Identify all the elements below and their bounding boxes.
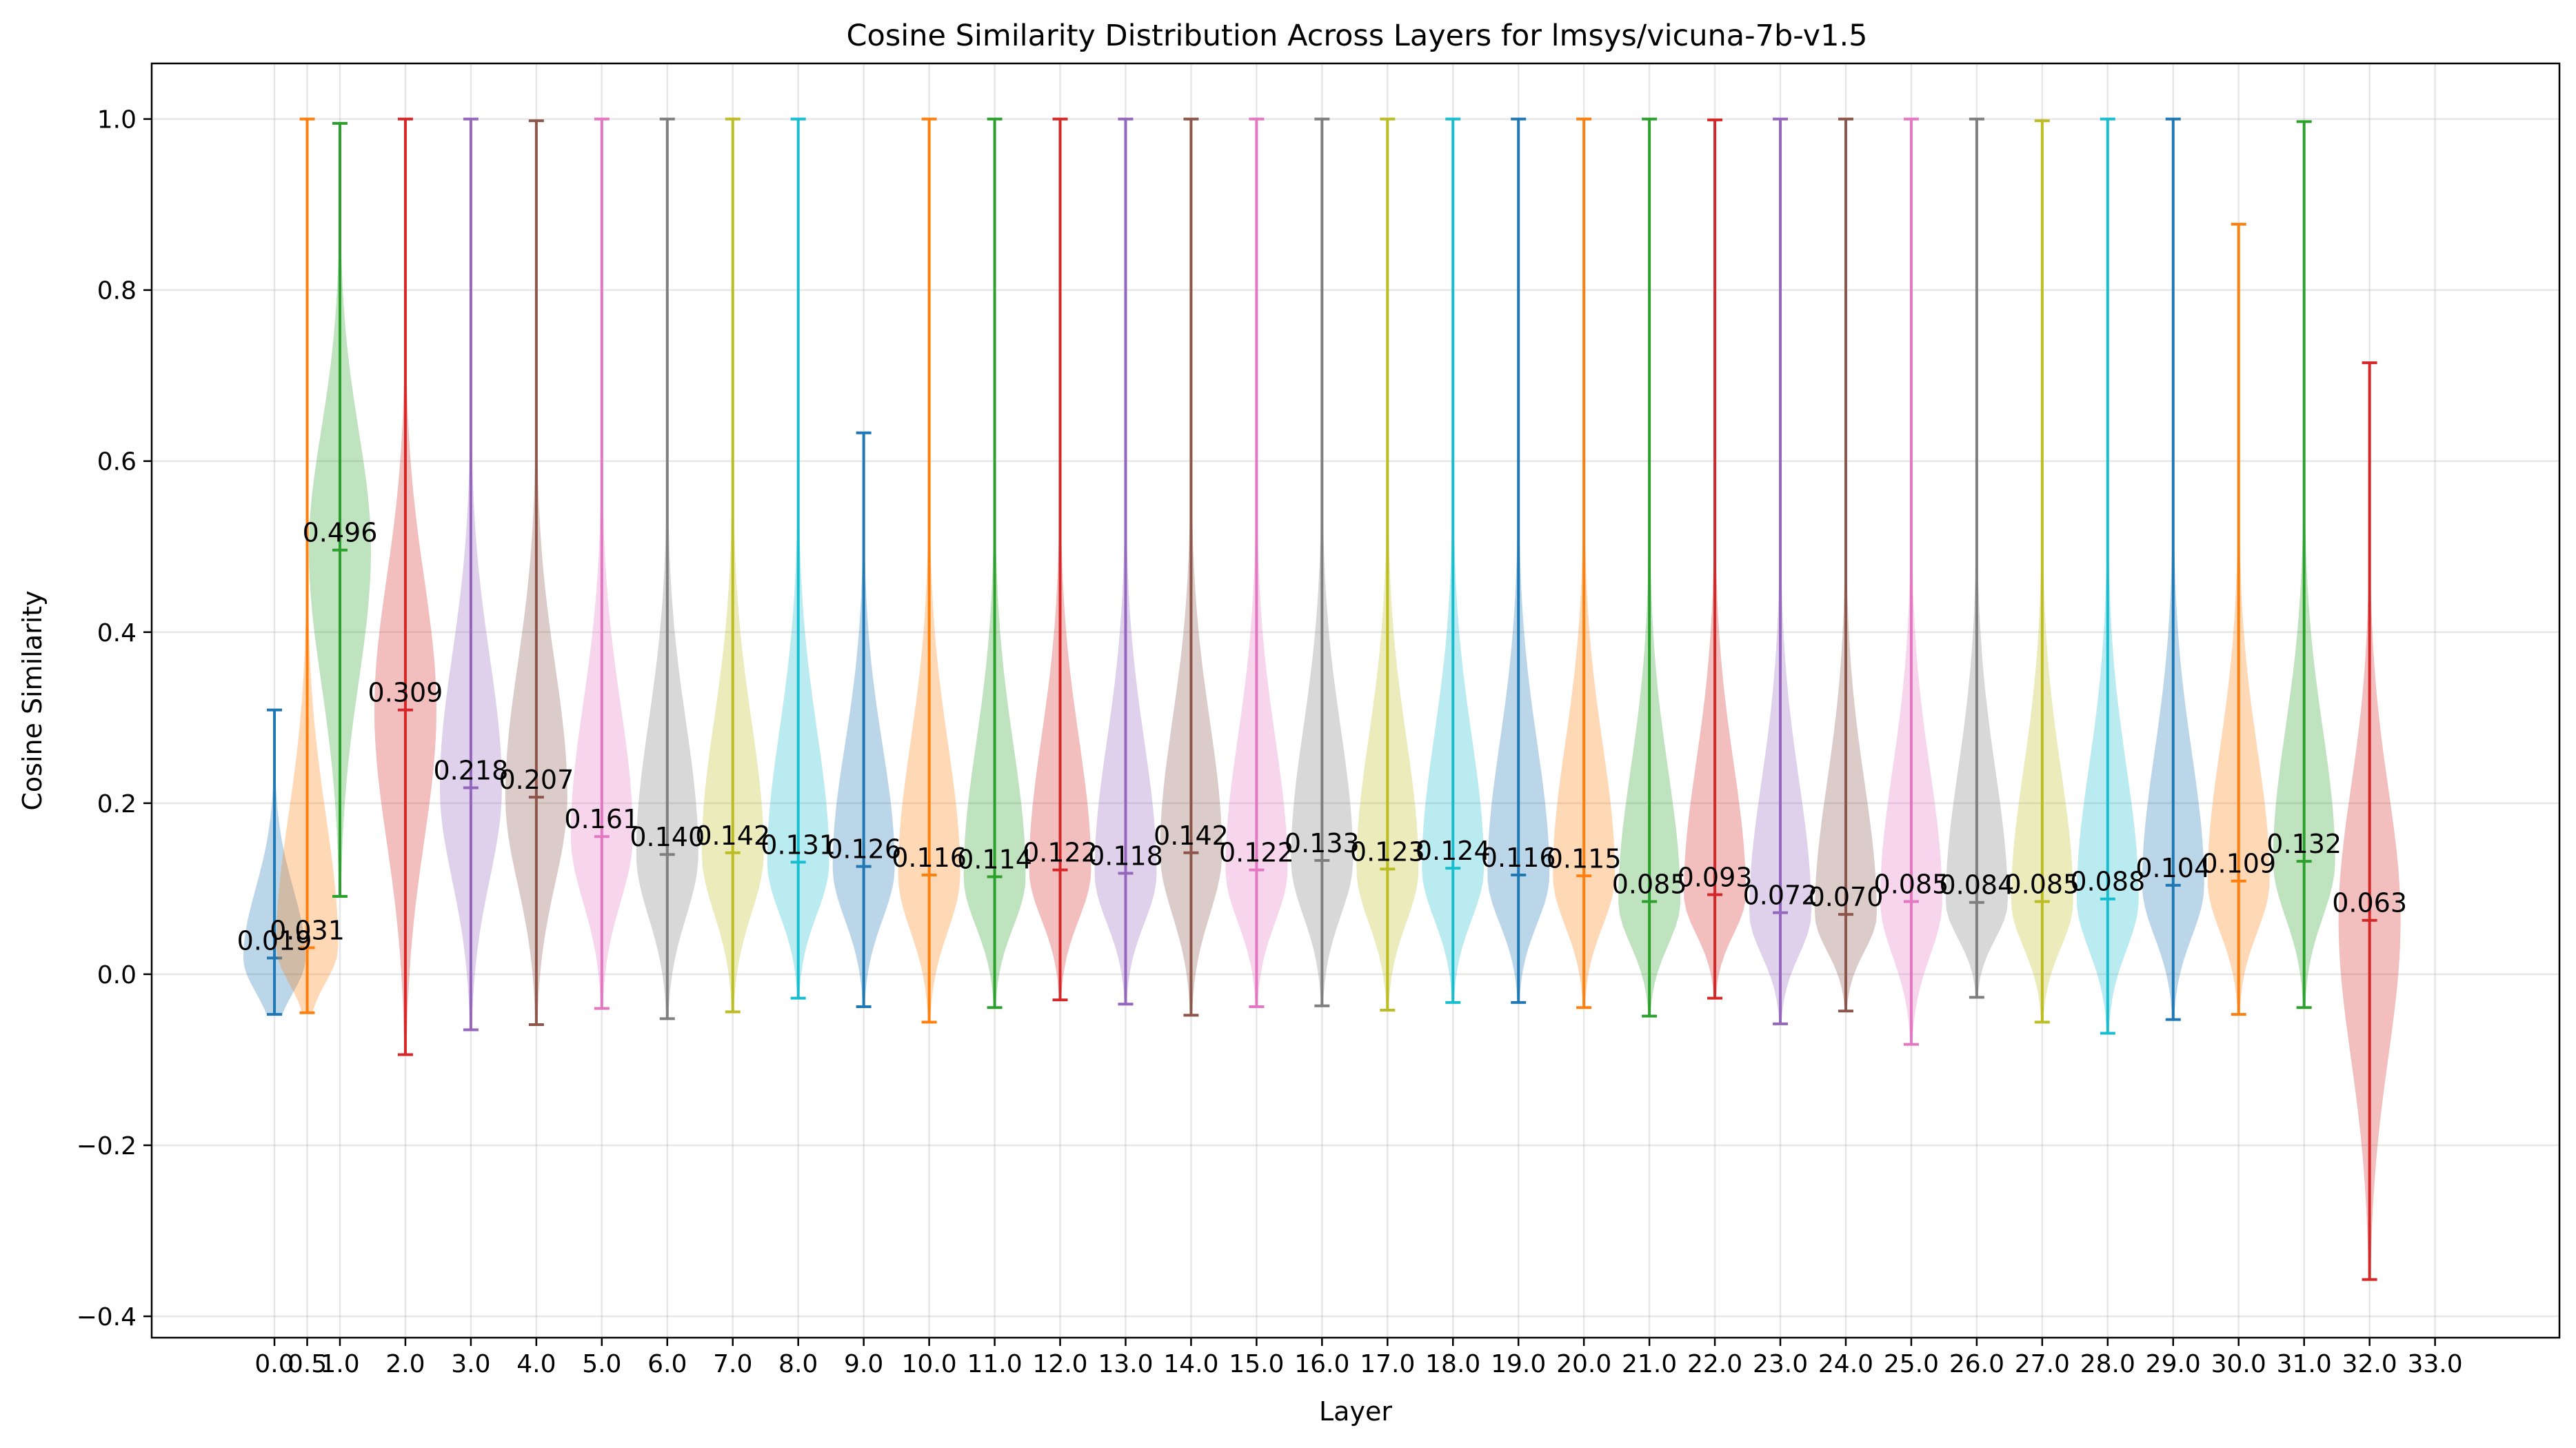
mean-value-label: 0.123: [1350, 836, 1425, 867]
x-tick-label: 17.0: [1360, 1350, 1415, 1378]
mean-value-label: 0.309: [368, 678, 443, 708]
mean-value-label: 0.218: [434, 756, 509, 786]
mean-value-label: 0.124: [1416, 836, 1491, 866]
x-tick-label: 0.5: [288, 1350, 327, 1378]
mean-value-label: 0.019: [237, 925, 312, 956]
mean-value-label: 0.116: [1481, 843, 1556, 873]
mean-value-label: 0.133: [1285, 828, 1360, 858]
x-tick-label: 13.0: [1098, 1350, 1153, 1378]
mean-value-label: 0.207: [499, 765, 574, 795]
mean-value-label: 0.131: [761, 829, 836, 860]
mean-value-label: 0.031: [270, 915, 345, 945]
x-tick-label: 10.0: [902, 1350, 957, 1378]
x-tick-label: 18.0: [1425, 1350, 1480, 1378]
x-tick-label: 2.0: [385, 1350, 425, 1378]
y-axis-ticks: −0.4 −0.2 0.0 0.2 0.4 0.6 0.8 1.0: [77, 106, 152, 1331]
mean-value-label: 0.070: [1809, 882, 1884, 912]
y-tick-label: 0.2: [97, 790, 137, 818]
mean-value-label: 0.142: [695, 821, 770, 851]
mean-value-label: 0.085: [1612, 869, 1687, 899]
x-tick-label: 25.0: [1884, 1350, 1939, 1378]
violins: [243, 117, 2401, 1281]
x-tick-label: 31.0: [2277, 1350, 2332, 1378]
mean-value-label: 0.132: [2266, 829, 2342, 859]
x-tick-label: 20.0: [1556, 1350, 1611, 1378]
y-tick-label: 0.8: [97, 277, 137, 305]
mean-value-label: 0.496: [303, 518, 378, 548]
y-tick-label: 1.0: [97, 106, 137, 134]
x-tick-label: 15.0: [1229, 1350, 1284, 1378]
x-tick-label: 9.0: [844, 1350, 883, 1378]
x-tick-label: 3.0: [451, 1350, 490, 1378]
x-tick-label: 0.0: [254, 1350, 294, 1378]
x-tick-label: 27.0: [2015, 1350, 2070, 1378]
mean-value-label: 0.122: [1023, 838, 1098, 868]
mean-value-label: 0.072: [1743, 881, 1818, 911]
mean-value-label: 0.161: [564, 804, 639, 834]
x-tick-label: 12.0: [1032, 1350, 1087, 1378]
y-tick-label: −0.4: [77, 1303, 137, 1331]
x-tick-label: 22.0: [1687, 1350, 1742, 1378]
x-tick-label: 33.0: [2408, 1350, 2463, 1378]
mean-value-label: 0.063: [2332, 888, 2407, 918]
x-tick-label: 24.0: [1818, 1350, 1873, 1378]
y-tick-label: 0.4: [97, 619, 137, 647]
mean-value-label: 0.084: [1939, 870, 2014, 901]
mean-value-label: 0.093: [1678, 863, 1753, 893]
mean-value-label: 0.085: [1874, 869, 1949, 899]
x-tick-label: 8.0: [778, 1350, 818, 1378]
y-tick-label: 0.6: [97, 448, 137, 476]
chart-title: Cosine Similarity Distribution Across La…: [847, 19, 1868, 53]
mean-value-label: 0.109: [2201, 849, 2276, 879]
mean-value-label: 0.142: [1154, 821, 1229, 851]
plot-frame: [150, 62, 2561, 1339]
x-tick-label: 28.0: [2080, 1350, 2135, 1378]
x-tick-label: 16.0: [1294, 1350, 1349, 1378]
x-tick-label: 32.0: [2342, 1350, 2397, 1378]
x-tick-label: 14.0: [1163, 1350, 1218, 1378]
mean-value-label: 0.122: [1219, 838, 1294, 868]
mean-value-label: 0.115: [1547, 843, 1622, 874]
x-axis-ticks: 0.00.51.0 2.0 3.0 4.0 5.0 6.0 7.0 8.0 9.0 10.0 11.…: [254, 1338, 2463, 1378]
x-tick-label: 30.0: [2211, 1350, 2266, 1378]
x-tick-label: 4.0: [516, 1350, 556, 1378]
x-tick-label: 26.0: [1949, 1350, 2004, 1378]
x-tick-label: 29.0: [2146, 1350, 2201, 1378]
y-axis-label: Cosine Similarity: [17, 590, 48, 810]
mean-value-label: 0.140: [630, 822, 705, 852]
x-tick-label: 11.0: [967, 1350, 1022, 1378]
mean-value-label: 0.114: [957, 844, 1032, 874]
x-axis-label: Layer: [1319, 1396, 1392, 1427]
mean-value-label: 0.126: [826, 834, 901, 865]
x-tick-label: 21.0: [1622, 1350, 1677, 1378]
y-tick-label: −0.2: [77, 1132, 137, 1160]
x-tick-label: 1.0: [320, 1350, 359, 1378]
x-tick-label: 6.0: [647, 1350, 687, 1378]
y-tick-label: 0.0: [97, 961, 137, 989]
mean-value-label: 0.104: [2135, 853, 2211, 883]
x-tick-label: 19.0: [1491, 1350, 1546, 1378]
x-tick-label: 7.0: [713, 1350, 752, 1378]
mean-value-label: 0.118: [1088, 841, 1163, 872]
mean-value-label: 0.085: [2004, 869, 2080, 899]
mean-value-label: 0.116: [892, 843, 967, 873]
x-tick-label: 5.0: [582, 1350, 621, 1378]
x-tick-label: 23.0: [1753, 1350, 1808, 1378]
mean-value-label: 0.088: [2070, 867, 2145, 897]
